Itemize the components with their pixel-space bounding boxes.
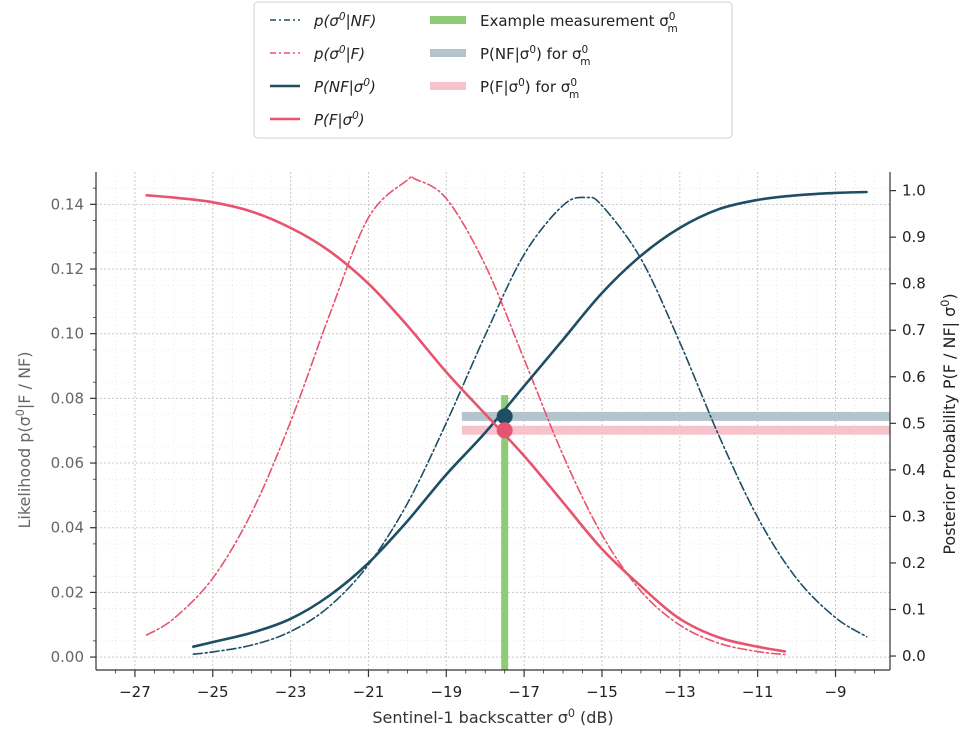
left-y-tick-label: 0.06 <box>51 454 84 472</box>
right-y-tick-label: 0.4 <box>902 461 926 479</box>
legend-label-f-band: P(F|σ0) for σ0 m <box>480 77 579 101</box>
x-tick-label: −13 <box>664 683 696 701</box>
right-y-tick-label: 0.5 <box>902 414 926 432</box>
grid-lines <box>96 172 890 670</box>
right-y-tick-label: 0.6 <box>902 368 926 386</box>
right-y-tick-label: 0.9 <box>902 228 926 246</box>
left-y-tick-label: 0.12 <box>51 260 84 278</box>
x-axis-label: Sentinel-1 backscatter σ0 (dB) <box>372 707 613 728</box>
left-y-tick-label: 0.02 <box>51 583 84 601</box>
legend-label-nf-band: P(NF|σ0) for σ0 m <box>480 44 590 68</box>
x-tick-label: −23 <box>275 683 307 701</box>
right-y-tick-label: 0.7 <box>902 321 926 339</box>
legend-label-f-solid: P(F|σ0) <box>314 110 365 129</box>
chart-marks <box>145 175 890 670</box>
right-y-tick-label: 0.1 <box>902 600 926 618</box>
right-y-tick-label: 0.3 <box>902 507 926 525</box>
series-posterior-f <box>145 194 787 653</box>
left-y-tick-label: 0.10 <box>51 325 84 343</box>
plot-area: −27 −25 −23 −21 −19 −17 −15 −13 −11 −9 0.000.020.… <box>51 172 926 701</box>
series-posterior-nf <box>192 190 868 648</box>
x-tick-label: −27 <box>119 683 151 701</box>
legend-column-measurement: Example measurement σ0 m P(NF|σ0) for σ0 m P… <box>430 11 678 101</box>
legend-label-f-dashdot: p(σ0|F) <box>313 44 365 63</box>
x-tick-label: −19 <box>430 683 462 701</box>
x-tick-label: −21 <box>353 683 385 701</box>
series-likelihood-f <box>145 175 786 656</box>
right-y-tick-label: 0.8 <box>902 275 926 293</box>
legend-frame <box>253 1 733 139</box>
left-y-tick-label: 0.14 <box>51 195 84 213</box>
x-tick-label: −9 <box>824 683 846 701</box>
left-y-axis: 0.00 0.02 0.04 0.06 0.08 0.10 0.12 0.14 <box>51 187 96 666</box>
measurement-point-nf <box>496 408 513 425</box>
right-y-tick-label: 1.0 <box>902 182 926 200</box>
right-y-tick-label: 0.0 <box>902 647 926 665</box>
measurement-point-f <box>496 422 513 439</box>
x-tick-label: −17 <box>508 683 540 701</box>
right-y-axis-label: Posterior Probability P(F / NF| σ0) <box>939 293 960 554</box>
legend-column-likelihoods: p(σ0|NF) p(σ0|F) P(NF|σ0) P(F|σ0) <box>270 11 376 129</box>
left-y-tick-label: 0.04 <box>51 519 84 537</box>
right-y-tick-label: 0.2 <box>902 554 926 572</box>
x-tick-label: −15 <box>586 683 618 701</box>
left-y-axis-label: Likelihood p(σ0|F / NF) <box>14 352 35 529</box>
legend: p(σ0|NF) p(σ0|F) P(NF|σ0) P(F|σ0) Example m… <box>253 1 733 139</box>
legend-label-nf-solid: P(NF|σ0) <box>314 77 376 96</box>
series-likelihood-nf <box>192 196 868 655</box>
x-axis: −27 −25 −23 −21 −19 −17 −15 −13 −11 −9 <box>115 670 875 701</box>
legend-label-green-band: Example measurement σ0 m <box>480 11 678 35</box>
right-y-axis: 0.0 0.1 0.2 0.3 0.4 0.5 0.6 0.7 0.8 0.9 1.0 <box>890 182 926 665</box>
left-y-tick-label: 0.00 <box>51 648 84 666</box>
x-tick-label: −25 <box>197 683 229 701</box>
x-tick-label: −11 <box>742 683 774 701</box>
legend-label-nf-dashdot: p(σ0|NF) <box>313 11 376 30</box>
left-y-tick-label: 0.08 <box>51 389 84 407</box>
